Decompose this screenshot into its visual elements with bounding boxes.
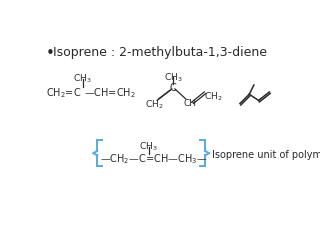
Text: •: • — [46, 46, 55, 61]
Text: CH: CH — [183, 99, 196, 108]
Text: CH$_3$: CH$_3$ — [73, 73, 92, 85]
Text: Isoprene unit of polymers: Isoprene unit of polymers — [212, 150, 320, 161]
Text: Isoprene : 2-methylbuta-1,3-diene: Isoprene : 2-methylbuta-1,3-diene — [53, 46, 267, 59]
Text: CH$_2$: CH$_2$ — [145, 99, 164, 111]
Text: —CH=CH$_2$: —CH=CH$_2$ — [84, 86, 136, 100]
Text: —CH$_2$—C=CH—CH$_3$—: —CH$_2$—C=CH—CH$_3$— — [100, 152, 208, 166]
Text: CH$_3$: CH$_3$ — [139, 140, 158, 153]
Text: CH$_2$=C: CH$_2$=C — [46, 86, 82, 100]
Text: CH$_2$: CH$_2$ — [204, 90, 223, 103]
Text: CH$_3$: CH$_3$ — [164, 71, 183, 84]
Text: C: C — [170, 83, 177, 93]
